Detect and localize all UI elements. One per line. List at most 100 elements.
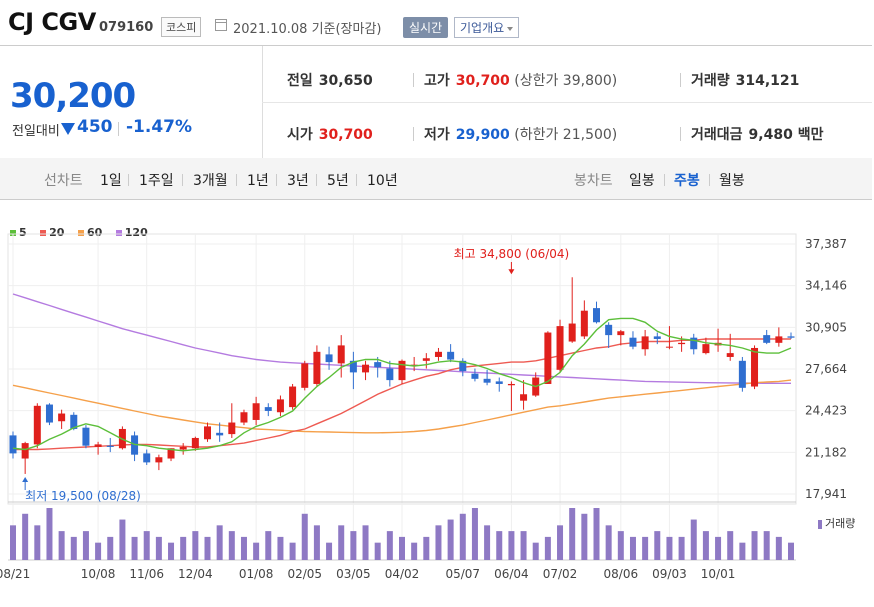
candle-body (143, 453, 151, 463)
volume-bar (471, 508, 478, 560)
candle-body (362, 364, 370, 373)
candle-body (70, 414, 78, 429)
market-badge: 코스피 (161, 17, 202, 37)
candle-body (763, 335, 771, 343)
candle-body (204, 426, 211, 440)
volume-bar (617, 531, 624, 560)
y-tick-label: 27,664 (805, 362, 847, 376)
volume-bar (95, 542, 102, 560)
candle-body (313, 351, 321, 384)
y-tick-label: 34,146 (805, 279, 847, 293)
y-tick-label: 24,423 (805, 404, 847, 418)
ma60-swatch (77, 230, 84, 236)
candle-body (191, 437, 199, 449)
candle-body (459, 360, 467, 372)
prev-close-stat: 전일 30,650 (287, 70, 373, 90)
volume-bar (119, 519, 126, 560)
candle-body (252, 403, 260, 420)
divider (128, 174, 129, 186)
max-pointer-arrow (508, 269, 515, 275)
prev-day-label: 전일대비 (12, 124, 60, 139)
company-info-button[interactable]: 기업개요 (454, 17, 520, 38)
volume-bar (629, 536, 636, 560)
candle-body (483, 378, 491, 383)
volume-bar (265, 531, 272, 560)
high-value: 30,700 (455, 73, 510, 89)
candle-body (495, 381, 503, 384)
volume-bar (581, 513, 588, 560)
candle-body (94, 444, 102, 447)
volume-bar (131, 536, 138, 560)
tab-3year[interactable]: 3년 (287, 173, 309, 189)
candle-body (216, 432, 224, 436)
candle-body (665, 346, 673, 348)
x-tick-label: 04/02 (385, 567, 420, 581)
prev-close-label: 전일 (287, 73, 313, 89)
divider (680, 127, 681, 141)
tab-1year[interactable]: 1년 (247, 173, 269, 189)
volume-bar (532, 542, 539, 560)
volume-bar (240, 536, 247, 560)
tab-3month[interactable]: 3개월 (193, 173, 228, 189)
tab-5year[interactable]: 5년 (327, 173, 349, 189)
ma60-line (12, 379, 792, 434)
candle-body (593, 308, 600, 323)
volume-bar (496, 531, 503, 560)
chart-period-tabs: 선차트 1일 1주일 3개월 1년 3년 5년 10년 봉차트 일봉 주봉 월봉 (0, 158, 872, 200)
candle-body (9, 435, 17, 454)
volume-bar (386, 531, 393, 560)
volume-bar (192, 531, 199, 560)
as-of-date: 2021.10.08 기준(장마감) (233, 22, 382, 37)
volume-bar (435, 525, 442, 560)
min-pointer-arrow (22, 476, 29, 482)
volume-bar (569, 508, 576, 560)
x-tick-label: 10/08 (81, 567, 116, 581)
candle-body (398, 360, 406, 381)
realtime-button[interactable]: 실시간 (403, 17, 449, 38)
candle-body (33, 405, 41, 445)
volume-bar (715, 536, 722, 560)
x-tick-label: 01/08 (239, 567, 274, 581)
open-stat: 시가 30,700 (287, 124, 373, 144)
candle-body (520, 394, 528, 401)
volume-bar (642, 536, 649, 560)
volume-bar (362, 525, 369, 560)
candle-body (556, 326, 564, 370)
volume-bar (326, 542, 333, 560)
candle-body (155, 457, 163, 463)
tab-monthly[interactable]: 월봉 (719, 173, 745, 189)
candle-body (738, 360, 746, 388)
high-label: 고가 (424, 73, 450, 89)
volume-bar (155, 536, 162, 560)
tab-weekly[interactable]: 주봉 (674, 173, 700, 189)
candle-body (45, 404, 53, 423)
candle-body (507, 383, 515, 386)
volume-bar (277, 536, 284, 560)
candle-body (568, 323, 576, 342)
volume-bar (350, 531, 357, 560)
volume-bar (423, 536, 430, 560)
volume-bar (46, 508, 53, 560)
divider (236, 174, 237, 186)
divider (709, 174, 710, 186)
amount-label: 거래대금 (691, 127, 743, 143)
tab-1week[interactable]: 1주일 (139, 173, 174, 189)
volume-bar (204, 536, 211, 560)
tab-1day[interactable]: 1일 (100, 173, 122, 189)
open-value: 30,700 (318, 127, 373, 143)
tab-daily[interactable]: 일봉 (629, 173, 655, 189)
x-tick-label: 07/02 (543, 567, 578, 581)
candle-body (58, 413, 66, 422)
volume-bar (739, 542, 746, 560)
low-stat: 저가 29,900 (하한가 21,500) (424, 124, 617, 144)
candle-body (580, 310, 588, 337)
chevron-down-icon (507, 26, 514, 31)
candle-body (325, 354, 333, 363)
high-stat: 고가 30,700 (상한가 39,800) (424, 70, 617, 90)
tab-10year[interactable]: 10년 (367, 173, 398, 189)
volume-bar (216, 525, 223, 560)
ma5-line (12, 317, 792, 452)
volume-bar (22, 513, 29, 560)
volume-bar (253, 542, 260, 560)
prev-close-value: 30,650 (318, 73, 373, 89)
